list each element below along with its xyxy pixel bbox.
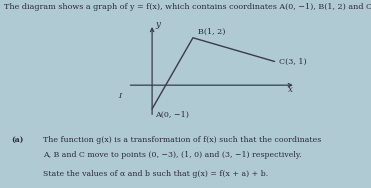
Text: x: x [288, 85, 293, 94]
Text: State the values of α and b such that g(x) = f(x + a) + b.: State the values of α and b such that g(… [43, 170, 268, 178]
Text: C(3, 1): C(3, 1) [279, 58, 307, 65]
Text: The diagram shows a graph of y = f(x), which contains coordinates A(0, −1), B(1,: The diagram shows a graph of y = f(x), w… [4, 3, 371, 11]
Text: y: y [156, 20, 161, 29]
Text: B(1, 2): B(1, 2) [198, 28, 225, 36]
Text: The function g(x) is a transformation of f(x) such that the coordinates: The function g(x) is a transformation of… [43, 136, 321, 144]
Text: (a): (a) [11, 136, 23, 144]
Text: A(0, −1): A(0, −1) [155, 111, 189, 119]
Text: A, B and C move to points (0, −3), (1, 0) and (3, −1) respectively.: A, B and C move to points (0, −3), (1, 0… [43, 151, 301, 159]
Text: I: I [118, 92, 121, 100]
